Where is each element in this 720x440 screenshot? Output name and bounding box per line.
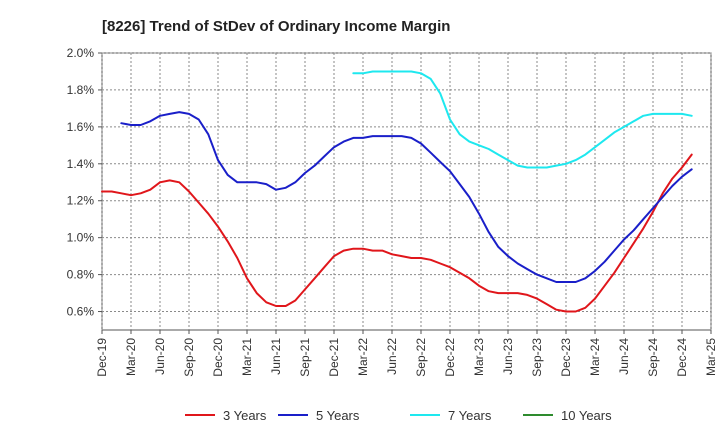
y-tick-label: 1.6% (67, 120, 95, 134)
y-tick-label: 1.8% (67, 83, 95, 97)
y-axis-ticks: 0.6% 0.8% 1.0% 1.2% 1.4% 1.6% 1.8% 2.0% (67, 46, 102, 319)
y-tick-label: 1.0% (67, 231, 95, 245)
x-tick-label: Mar-22 (356, 338, 370, 376)
x-tick-label: Jun-24 (617, 338, 631, 375)
legend: 3 Years 5 Years 7 Years 10 Years (185, 408, 612, 423)
legend-label-1: 3 Years (223, 408, 267, 423)
x-tick-label: Sep-20 (182, 338, 196, 377)
x-tick-label: Jun-22 (385, 338, 399, 375)
x-tick-label: Jun-23 (501, 338, 515, 375)
x-axis-ticks: Dec-19 Mar-20 Jun-20 Sep-20 Dec-20 Mar-21 Jun-… (95, 330, 718, 377)
series-lines (101, 70, 693, 313)
x-tick-label: Sep-24 (646, 338, 660, 377)
y-tick-label: 1.2% (67, 194, 95, 208)
chart-title: [8226] Trend of StDev of Ordinary Income… (102, 18, 450, 35)
y-tick-label: 0.6% (67, 305, 95, 319)
x-tick-label: Mar-21 (240, 338, 254, 376)
y-tick-label: 1.4% (67, 157, 95, 171)
y-tick-label: 2.0% (67, 46, 95, 60)
x-tick-label: Mar-25 (704, 338, 718, 376)
legend-label-3: 7 Years (448, 408, 492, 423)
x-tick-label: Dec-24 (675, 338, 689, 377)
x-tick-label: Mar-24 (588, 338, 602, 376)
legend-label-2: 5 Years (316, 408, 360, 423)
x-tick-label: Sep-22 (414, 338, 428, 377)
x-tick-label: Jun-20 (153, 338, 167, 375)
legend-label-4: 10 Years (561, 408, 612, 423)
series-line-2 (120, 111, 693, 283)
x-tick-label: Dec-20 (211, 338, 225, 377)
x-tick-label: Sep-23 (530, 338, 544, 377)
x-tick-label: Dec-21 (327, 338, 341, 377)
series-line-1 (101, 153, 693, 313)
gridlines (101, 52, 712, 330)
x-tick-label: Dec-19 (95, 338, 109, 377)
x-tick-label: Jun-21 (269, 338, 283, 375)
x-tick-label: Mar-23 (472, 338, 486, 376)
x-tick-label: Mar-20 (124, 338, 138, 376)
x-tick-label: Sep-21 (298, 338, 312, 377)
series-line-3 (352, 70, 693, 169)
x-tick-label: Dec-22 (443, 338, 457, 377)
plot-area (101, 52, 712, 331)
x-tick-label: Dec-23 (559, 338, 573, 377)
y-tick-label: 0.8% (67, 268, 95, 282)
